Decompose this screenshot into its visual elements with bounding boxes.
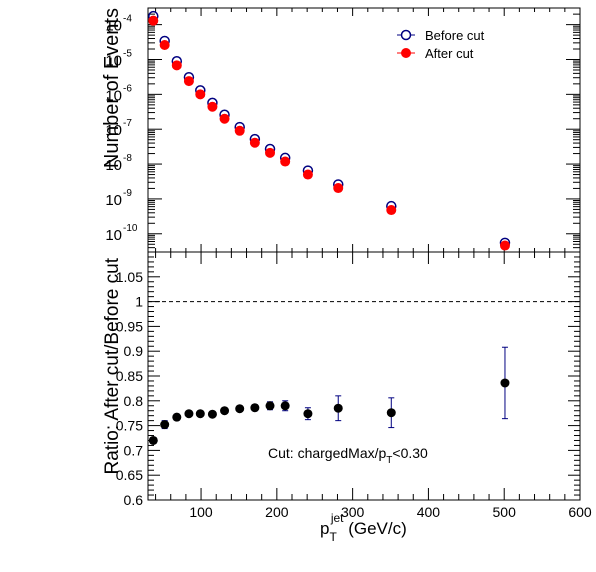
after-cut-point xyxy=(280,156,291,167)
tick-mantissa: 10 xyxy=(105,52,122,69)
tick-exponent: -10 xyxy=(123,223,138,234)
bottom-y-axis-title: Ratio: After cut/Before cut xyxy=(102,257,123,474)
bottom-x-tick-label: 500 xyxy=(493,504,517,520)
after-cut-point xyxy=(207,101,218,112)
bottom-y-tick-label: 1.05 xyxy=(116,269,143,285)
top-y-axis-title: Number of Events xyxy=(101,8,123,168)
top-y-tick-label: 10 -4 xyxy=(105,14,132,35)
tick-mantissa: 10 xyxy=(105,18,122,35)
tick-mantissa: 10 xyxy=(105,87,122,104)
ratio-point xyxy=(160,420,170,430)
xlabel-sub: T xyxy=(329,530,337,544)
ratio-point xyxy=(303,409,313,419)
bottom-x-tick-label: 300 xyxy=(341,504,365,520)
ratio-point xyxy=(500,378,510,388)
tick-exponent: -5 xyxy=(123,48,132,59)
after-cut-point xyxy=(183,76,194,87)
series-1 xyxy=(148,15,510,251)
ratio-point xyxy=(280,401,290,411)
tick-mantissa: 10 xyxy=(105,157,122,174)
ratio-point xyxy=(333,403,343,413)
after-cut-point xyxy=(249,137,260,148)
after-cut-point xyxy=(219,113,230,124)
after-cut-point xyxy=(148,15,159,26)
bottom-x-tick-label: 100 xyxy=(189,504,213,520)
tick-exponent: -7 xyxy=(123,118,132,129)
tick-mantissa: 10 xyxy=(105,227,122,244)
ratio-point xyxy=(250,403,260,413)
after-cut-point xyxy=(302,169,313,180)
top-pad-frame xyxy=(147,7,581,253)
top-y-tick-label: 10 -5 xyxy=(105,48,132,69)
tick-exponent: -4 xyxy=(123,14,132,25)
bottom-y-tick-label: 1 xyxy=(135,294,143,310)
annotation-tail: <0.30 xyxy=(392,445,428,461)
tick-exponent: -6 xyxy=(123,83,132,94)
legend: Before cut After cut xyxy=(397,28,485,61)
bottom-y-tick-label: 0.95 xyxy=(116,318,143,334)
top-y-tick-label: 10 -6 xyxy=(105,83,132,104)
after-cut-point xyxy=(386,205,397,216)
bottom-y-tick-label: 0.65 xyxy=(116,467,143,483)
bottom-y-tick-label: 0.9 xyxy=(124,343,144,359)
after-cut-point xyxy=(333,183,344,194)
tick-exponent: -9 xyxy=(123,188,132,199)
legend-marker-filled xyxy=(401,48,411,58)
ratio-point xyxy=(207,409,217,419)
annotation-main: Cut: chargedMax/p xyxy=(268,445,386,461)
annotation-sub: T xyxy=(386,455,392,466)
bottom-y-tick-label: 0.8 xyxy=(124,393,144,409)
cut-annotation: Cut: chargedMax/pT<0.30 xyxy=(268,445,428,466)
bottom-x-tick-label: 600 xyxy=(568,504,592,520)
legend-marker-open xyxy=(400,29,412,41)
xlabel-unit: (GeV/c) xyxy=(344,519,407,538)
after-cut-point xyxy=(499,240,510,251)
bottom-pad: 0.6 0.65 0.7 0.75 0.8 0.85 0.9 0.95 1 1.05 100 200 3… xyxy=(102,251,592,544)
after-cut-point xyxy=(265,147,276,158)
ratio-point xyxy=(148,435,158,445)
ratio-series xyxy=(148,346,510,445)
ratio-point xyxy=(235,404,245,414)
top-y-tick-label: 10 -8 xyxy=(105,153,132,174)
legend-label: Before cut xyxy=(425,28,485,43)
tick-mantissa: 10 xyxy=(105,122,122,139)
x-axis-title: pTjet (GeV/c) xyxy=(320,511,407,544)
tick-exponent: -8 xyxy=(123,153,132,164)
ratio-point xyxy=(184,409,194,419)
top-y-tick-label: 10 -10 xyxy=(105,223,138,244)
legend-label: After cut xyxy=(425,46,474,61)
ratio-point xyxy=(265,401,275,411)
xlabel-main: p xyxy=(320,519,329,538)
tick-mantissa: 10 xyxy=(105,192,122,209)
bottom-y-tick-label: 0.7 xyxy=(124,442,144,458)
bottom-x-tick-label: 400 xyxy=(417,504,441,520)
ratio-point xyxy=(172,412,182,422)
top-y-tick-label: 10 -7 xyxy=(105,118,132,139)
bottom-x-tick-label: 200 xyxy=(265,504,289,520)
ratio-point xyxy=(220,406,230,416)
after-cut-point xyxy=(195,89,206,100)
bottom-y-tick-label: 0.6 xyxy=(124,492,144,508)
after-cut-point xyxy=(159,40,170,51)
xlabel-sup: jet xyxy=(330,511,344,525)
bottom-pad-frame xyxy=(147,251,581,501)
bottom-y-tick-label: 0.75 xyxy=(116,418,143,434)
ratio-point xyxy=(195,409,205,419)
ratio-point xyxy=(386,408,396,418)
after-cut-point xyxy=(234,125,245,136)
top-y-tick-label: 10 -9 xyxy=(105,188,132,209)
bottom-y-tick-label: 0.85 xyxy=(116,368,143,384)
after-cut-point xyxy=(171,60,182,71)
